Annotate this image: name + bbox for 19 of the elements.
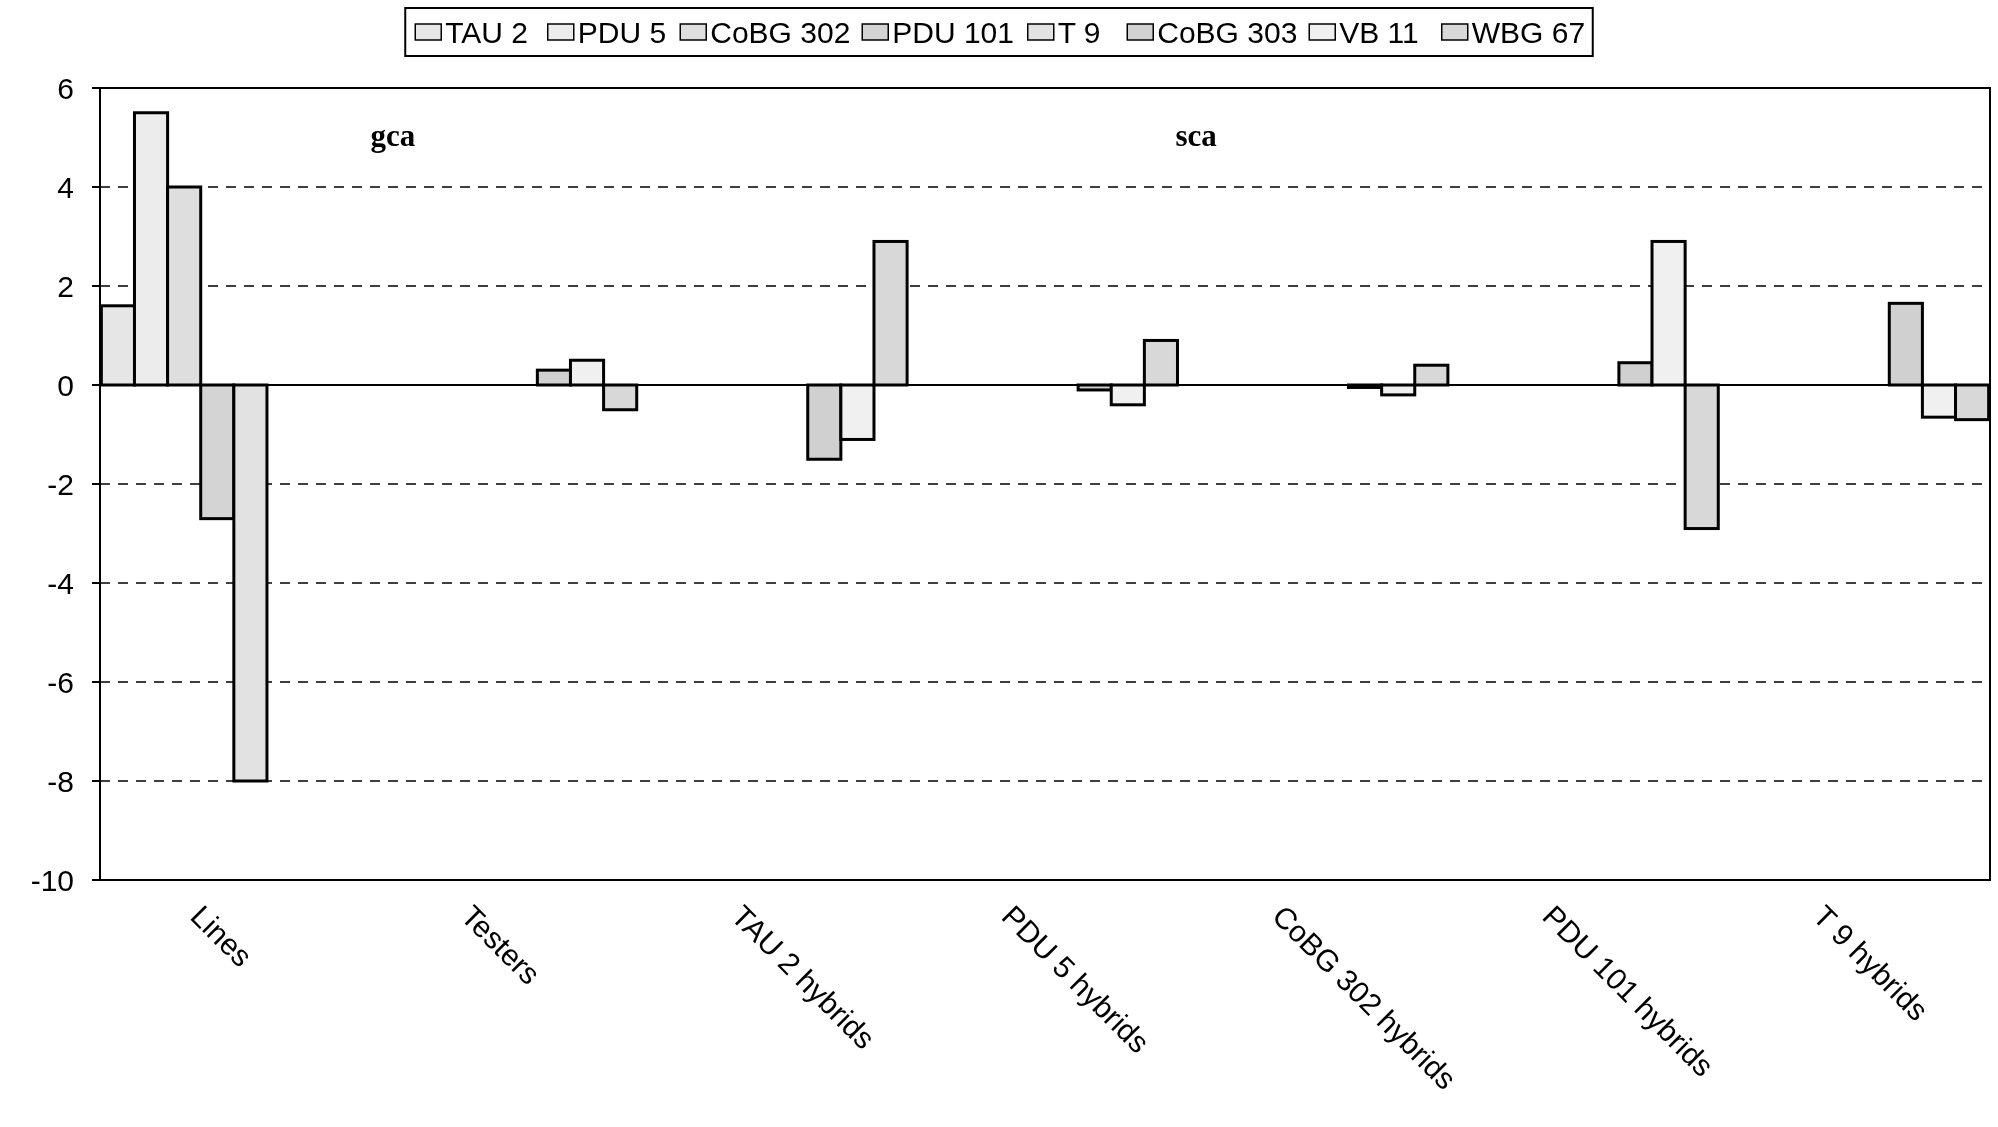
annotation: sca bbox=[1175, 118, 1218, 153]
y-tick-label: 6 bbox=[57, 71, 74, 105]
legend-label: VB 11 bbox=[1339, 15, 1419, 49]
y-tick-label: 0 bbox=[57, 368, 74, 402]
y-tick-label: -6 bbox=[47, 665, 74, 699]
legend-label: T 9 bbox=[1057, 15, 1101, 49]
legend-label: PDU 5 bbox=[577, 15, 667, 49]
annotation: gca bbox=[370, 118, 416, 153]
legend-label: CoBG 303 bbox=[1157, 15, 1298, 49]
y-tick-label: -10 bbox=[30, 863, 74, 897]
legend-label: WBG 67 bbox=[1471, 15, 1586, 49]
legend-label: CoBG 302 bbox=[710, 15, 851, 49]
y-tick-label: -4 bbox=[47, 566, 74, 600]
legend-label: PDU 101 bbox=[892, 15, 1014, 49]
y-tick-label: 4 bbox=[57, 170, 74, 204]
y-tick-label: 2 bbox=[57, 269, 74, 303]
y-tick-label: -8 bbox=[47, 764, 74, 798]
y-tick-label: -2 bbox=[47, 467, 74, 501]
legend-label: TAU 2 bbox=[445, 15, 529, 49]
